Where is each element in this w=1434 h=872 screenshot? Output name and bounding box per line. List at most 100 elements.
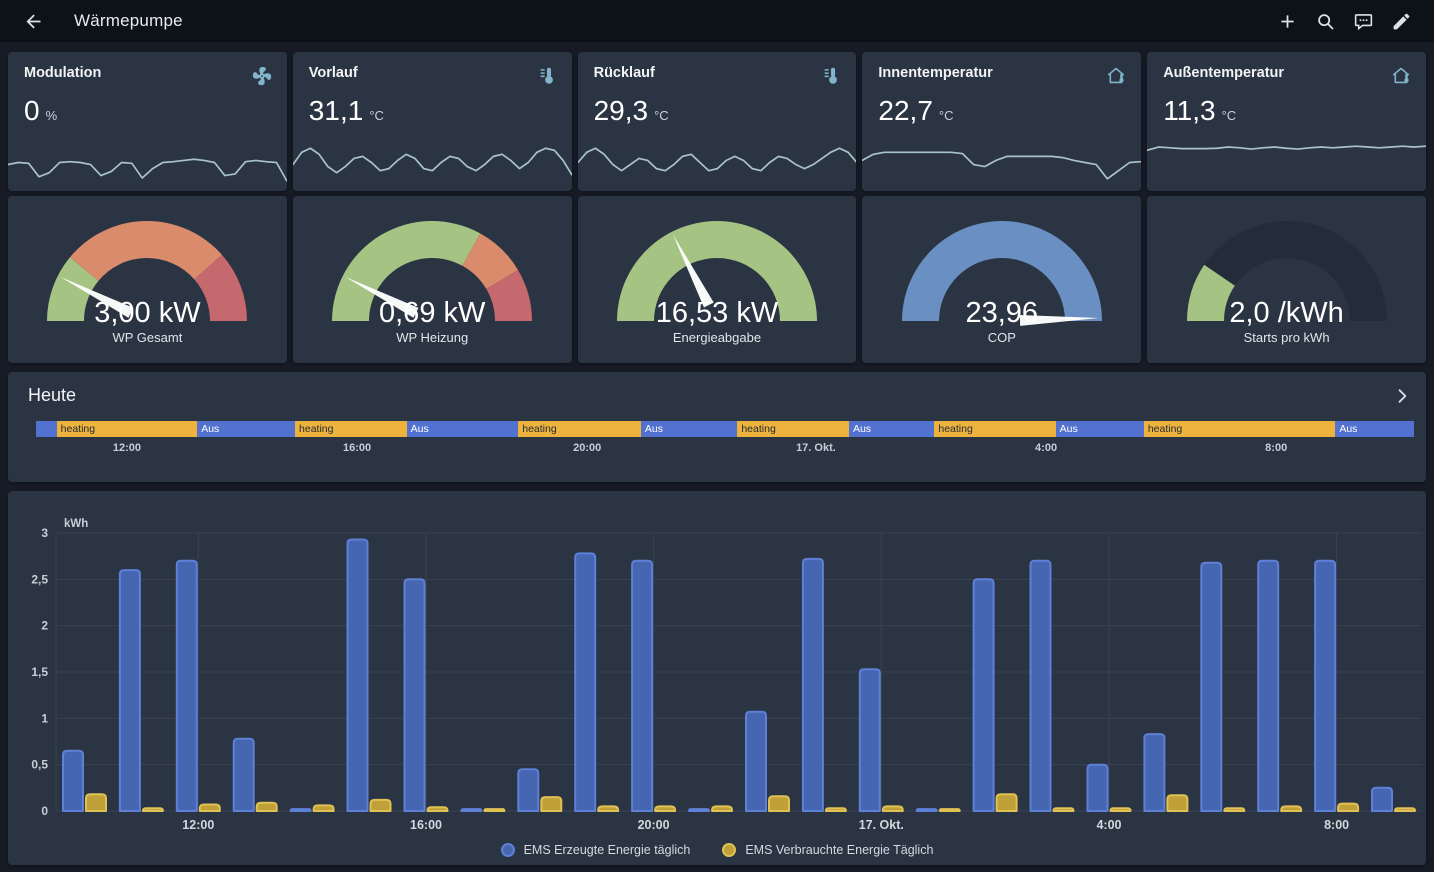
sensor-title: Vorlauf [308,65,358,81]
legend-item-verbrauchte-energie[interactable]: EMS Verbrauchte Energie Täglich [722,843,933,857]
energy-bar-chart-card: 3 2,5 2 1,5 1 0,5 0 kWh 12:00 16:00 20:00 17. Okt. 4… [8,491,1426,865]
svg-text:4:00: 4:00 [1096,818,1121,832]
sensor-card-modulation[interactable]: Modulation 0 % [8,52,287,191]
timeline-segment-heating: heating [295,421,407,437]
home-thermometer-icon [1390,65,1412,92]
state-timeline: heating Aus heating Aus heating Aus heating Aus… [36,421,1414,437]
svg-text:8:00: 8:00 [1324,818,1349,832]
assist-button[interactable] [1344,2,1382,40]
thermometer-lines-icon [820,65,842,92]
timeline-segment-heating: heating [518,421,641,437]
gauge-label: WP Gesamt [112,330,183,345]
gauge-value: 0,69 kW [379,297,486,329]
sensor-title: Rücklauf [593,65,655,81]
sensor-card-row: Modulation 0 % Vorlauf 31,1 °C [8,52,1426,191]
svg-text:kWh: kWh [64,518,88,530]
gauge-card-wp-gesamt[interactable]: 3,00 kW WP Gesamt [8,196,287,363]
timeline-segment-aus: Aus [406,421,519,437]
sensor-value: 11,3 °C [1163,95,1237,126]
svg-text:12:00: 12:00 [182,818,214,832]
card-title: Heute [28,385,77,405]
gauge-card-row: 3,00 kW WP Gesamt 0,69 kW WP Heizung 16,… [8,196,1426,363]
sensor-card-aussentemperatur[interactable]: Außentemperatur 11,3 °C [1147,52,1426,191]
timeline-segment-heating: heating [56,421,198,437]
gauge: 0,69 kW [321,209,543,329]
gauge-value: 16,53 kW [655,297,779,329]
gauge-card-wp-heizung[interactable]: 0,69 kW WP Heizung [292,196,572,363]
sensor-value: 22,7 °C [878,95,954,126]
sparkline [862,139,1141,186]
back-button[interactable] [14,2,52,40]
gauge-label: COP [987,330,1016,345]
timeline-segment-aus: Aus [197,421,296,437]
page-title: Wärmepumpe [74,11,183,30]
chart-legend: EMS Erzeugte Energie täglich EMS Verbrau… [8,843,1426,857]
svg-text:3: 3 [41,526,48,540]
sensor-card-vorlauf[interactable]: Vorlauf 31,1 °C [292,52,572,191]
sparkline [578,139,857,186]
fan-icon [251,65,273,92]
timeline-tick-label: 8:00 [1265,442,1288,454]
legend-dot-blue [500,843,515,857]
sensor-card-ruecklauf[interactable]: Rücklauf 29,3 °C [577,52,857,191]
gauge-label: Energieabgabe [672,330,762,345]
thermometer-lines-icon [536,65,558,92]
sparkline [8,139,287,186]
gauge: 23,96 [891,209,1113,329]
gauge-value: 23,96 [965,297,1039,329]
sensor-card-innentemperatur[interactable]: Innentemperatur 22,7 °C [862,52,1142,191]
arrow-left-icon [23,11,44,32]
svg-text:1,5: 1,5 [31,665,48,679]
gauge-label: Starts pro kWh [1243,330,1330,345]
add-icon [1277,11,1298,32]
svg-text:0,5: 0,5 [31,758,48,772]
energy-bar-chart: 3 2,5 2 1,5 1 0,5 0 kWh 12:00 16:00 20:00 17. Okt. 4… [8,501,1426,841]
timeline-segment-aus [36,421,57,437]
timeline-tick-label: 4:00 [1035,442,1058,454]
timeline-segment-aus: Aus [640,421,738,437]
svg-text:20:00: 20:00 [638,818,670,832]
timeline-segment-heating: heating [737,421,849,437]
edit-dashboard-button[interactable] [1382,2,1420,40]
timeline-tick-label: 12:00 [112,442,142,454]
timeline-tick-label: 16:00 [342,442,372,454]
svg-text:2: 2 [41,619,48,633]
legend-dot-gold [722,843,737,857]
gauge-value: 2,0 /kWh [1229,297,1344,329]
sensor-title: Innentemperatur [878,65,993,81]
home-thermometer-icon [1105,65,1127,92]
add-button[interactable] [1268,2,1306,40]
legend-item-erzeugte-energie[interactable]: EMS Erzeugte Energie täglich [500,843,691,857]
svg-text:0: 0 [41,804,48,818]
sparkline [293,139,572,186]
legend-label: EMS Verbrauchte Energie Täglich [745,843,934,857]
gauge-card-energieabgabe[interactable]: 16,53 kW Energieabgabe [577,196,857,363]
timeline-segment-aus: Aus [848,421,935,437]
search-icon [1315,11,1336,32]
gauge-card-cop[interactable]: 23,96 COP [862,196,1142,363]
gauge-card-starts-pro-kwh[interactable]: 2,0 /kWh Starts pro kWh [1147,196,1426,363]
timeline-segment-aus: Aus [1055,421,1144,437]
sensor-title: Modulation [24,65,102,81]
heute-timeline-card: Heute heating Aus heating Aus heating Aus heat… [8,372,1426,482]
search-button[interactable] [1306,2,1344,40]
chevron-right-icon[interactable] [1392,386,1412,406]
gauge-value: 3,00 kW [94,297,201,329]
sparkline [1147,139,1426,186]
timeline-segment-heating: heating [934,421,1056,437]
svg-text:17. Okt.: 17. Okt. [859,818,904,832]
svg-text:2,5: 2,5 [31,572,48,586]
timeline-axis: 12:00 16:00 20:00 17. Okt. 4:00 8:00 [36,442,1414,456]
dashboard-content: Modulation 0 % Vorlauf 31,1 °C [0,42,1434,865]
timeline-tick-label: 17. Okt. [796,442,836,454]
sensor-value: 0 % [24,95,58,126]
gauge: 16,53 kW [606,209,828,329]
sensor-title: Außentemperatur [1163,65,1285,81]
svg-text:16:00: 16:00 [410,818,442,832]
timeline-segment-heating: heating [1143,421,1336,437]
gauge: 2,0 /kWh [1176,209,1398,329]
timeline-segment-aus: Aus [1335,421,1414,437]
legend-label: EMS Erzeugte Energie täglich [523,843,691,857]
gauge: 3,00 kW [36,209,258,329]
svg-text:1: 1 [41,711,48,725]
